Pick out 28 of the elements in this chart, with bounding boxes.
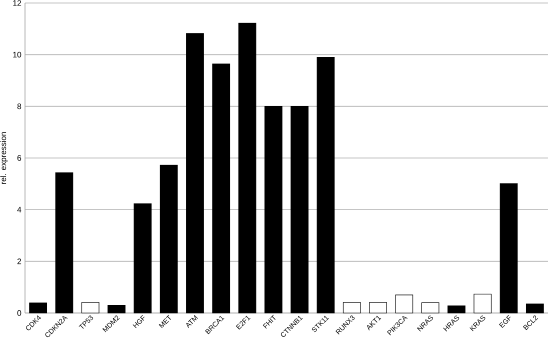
bar	[395, 294, 414, 314]
y-tick-label: 6	[17, 155, 22, 161]
bar	[421, 302, 440, 314]
y-tick-label: 10	[13, 52, 22, 58]
bar	[186, 33, 204, 314]
bar	[134, 203, 152, 314]
bar	[526, 304, 544, 314]
y-tick-label: 4	[17, 206, 22, 212]
bar	[81, 302, 100, 314]
bar	[55, 172, 74, 314]
bar	[500, 183, 518, 314]
bar	[264, 106, 282, 314]
bar	[448, 305, 466, 314]
bar	[212, 64, 230, 314]
y-tick-label: 2	[17, 258, 22, 264]
bar	[108, 304, 126, 314]
y-tick-label: 12	[13, 0, 22, 6]
y-tick-label: 0	[17, 310, 22, 316]
bar	[29, 302, 48, 314]
bar	[369, 302, 387, 314]
bar	[238, 22, 256, 314]
bar	[474, 294, 492, 314]
y-tick-label: 8	[17, 104, 22, 110]
y-axis-title: rel. expression	[0, 132, 8, 184]
bar	[290, 106, 308, 314]
bar	[160, 164, 178, 314]
bar	[316, 56, 335, 314]
bar	[342, 302, 361, 314]
